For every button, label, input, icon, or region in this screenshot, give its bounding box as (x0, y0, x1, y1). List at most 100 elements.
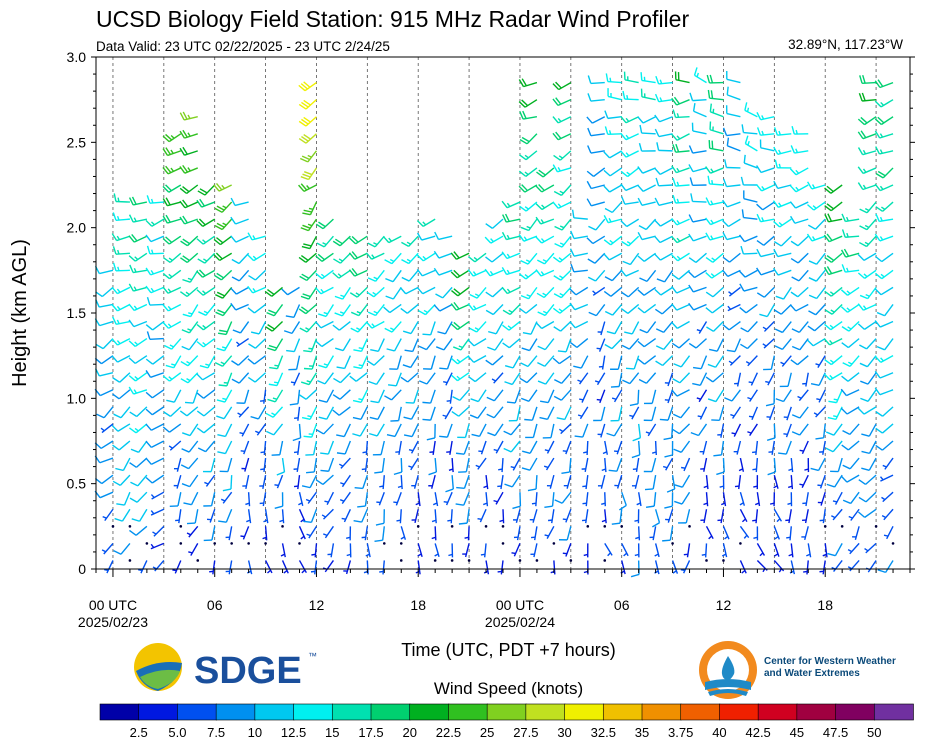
wind-barb (569, 248, 588, 257)
wind-barb (744, 102, 758, 118)
wind-barb (841, 372, 860, 382)
wind-barb (168, 440, 182, 451)
wind-barb (790, 252, 809, 264)
wind-barb (530, 543, 538, 558)
wind-barb (637, 197, 656, 207)
wind-barb (467, 559, 471, 562)
wind-barb (128, 303, 148, 312)
wind-barb (535, 201, 555, 211)
wind-barb (162, 320, 182, 329)
colorbar-swatch (719, 703, 759, 721)
wind-barb (303, 509, 318, 524)
wind-barb (783, 406, 792, 421)
wind-barb (230, 235, 249, 243)
wind-barb (562, 440, 572, 455)
wind-barb (692, 102, 707, 118)
wind-barb (766, 423, 776, 441)
wind-barb (640, 72, 656, 84)
wind-barb (525, 423, 538, 439)
wind-barb (370, 338, 385, 352)
wind-barb (654, 543, 660, 558)
wind-barb (220, 491, 233, 504)
wind-barb (579, 389, 589, 403)
wind-barb (353, 355, 368, 370)
colorbar-swatch (757, 703, 798, 721)
wind-barb (448, 458, 454, 473)
wind-barb (717, 423, 725, 438)
wind-barb (439, 423, 453, 438)
wind-barb (586, 235, 606, 245)
wind-barb (467, 303, 487, 311)
wind-barb (827, 543, 843, 557)
wind-barb (502, 303, 521, 316)
colorbar-label: 25 (480, 725, 494, 740)
wind-barb (874, 252, 894, 263)
wind-barb (840, 474, 860, 483)
wind-barb (262, 526, 268, 541)
wind-barb (402, 321, 419, 335)
wind-barb (671, 303, 690, 311)
wind-barb (247, 232, 266, 241)
wind-barb (150, 491, 165, 500)
wind-barb (145, 370, 165, 379)
wind-barb (772, 267, 792, 276)
colorbar-swatch (835, 703, 876, 721)
wind-barb (666, 475, 676, 493)
wind-barb (629, 406, 640, 420)
wind-barb (264, 560, 273, 574)
wind-barb (767, 458, 777, 476)
wind-barb (536, 286, 555, 299)
wind-barb (113, 542, 131, 555)
wind-barb (690, 423, 708, 437)
wind-barb (842, 423, 860, 436)
x-tick-label: 12 (716, 597, 732, 613)
wind-barb (433, 559, 437, 562)
wind-barb (603, 525, 607, 528)
wind-barb (112, 316, 131, 325)
wind-barb (601, 509, 607, 524)
wind-barb (824, 286, 843, 297)
wind-barb (773, 235, 792, 247)
wind-barb (504, 372, 521, 386)
wind-barb (672, 423, 691, 435)
wind-barb (554, 491, 572, 504)
wind-barb (740, 176, 758, 186)
wind-barb (755, 184, 775, 192)
wind-barb (169, 492, 182, 507)
wind-barb (382, 235, 402, 244)
wind-barb (621, 338, 640, 350)
wind-barb (819, 509, 826, 524)
wind-barb (383, 303, 402, 314)
wind-barb (130, 440, 148, 453)
wind-barb (162, 165, 182, 175)
wind-barb (247, 542, 250, 545)
wind-barb (240, 440, 250, 455)
wind-barb (544, 440, 555, 454)
wind-barb (823, 337, 843, 346)
wind-barb (384, 252, 402, 265)
wind-barb (468, 252, 487, 263)
wind-barb (652, 509, 661, 528)
wind-barb (450, 372, 470, 382)
wind-barb (298, 303, 317, 315)
wind-barb (370, 389, 385, 404)
wind-barb (162, 269, 182, 280)
wind-barb (230, 542, 233, 545)
wind-barb (875, 406, 894, 417)
wind-barb (196, 372, 216, 381)
wind-barb (518, 167, 538, 177)
wind-barb (180, 457, 199, 470)
wind-barb (552, 252, 572, 263)
wind-barb (266, 304, 284, 317)
wind-barb (145, 440, 165, 449)
wind-barb (162, 197, 181, 207)
wind-barb (621, 543, 629, 557)
wind-barb (655, 75, 673, 85)
wind-barb (128, 196, 148, 206)
wind-barb (503, 440, 521, 453)
wind-barb (111, 303, 131, 312)
wind-barb (518, 559, 522, 562)
wind-barb (520, 389, 538, 402)
wind-barb (624, 321, 640, 335)
wind-barb (553, 321, 572, 332)
